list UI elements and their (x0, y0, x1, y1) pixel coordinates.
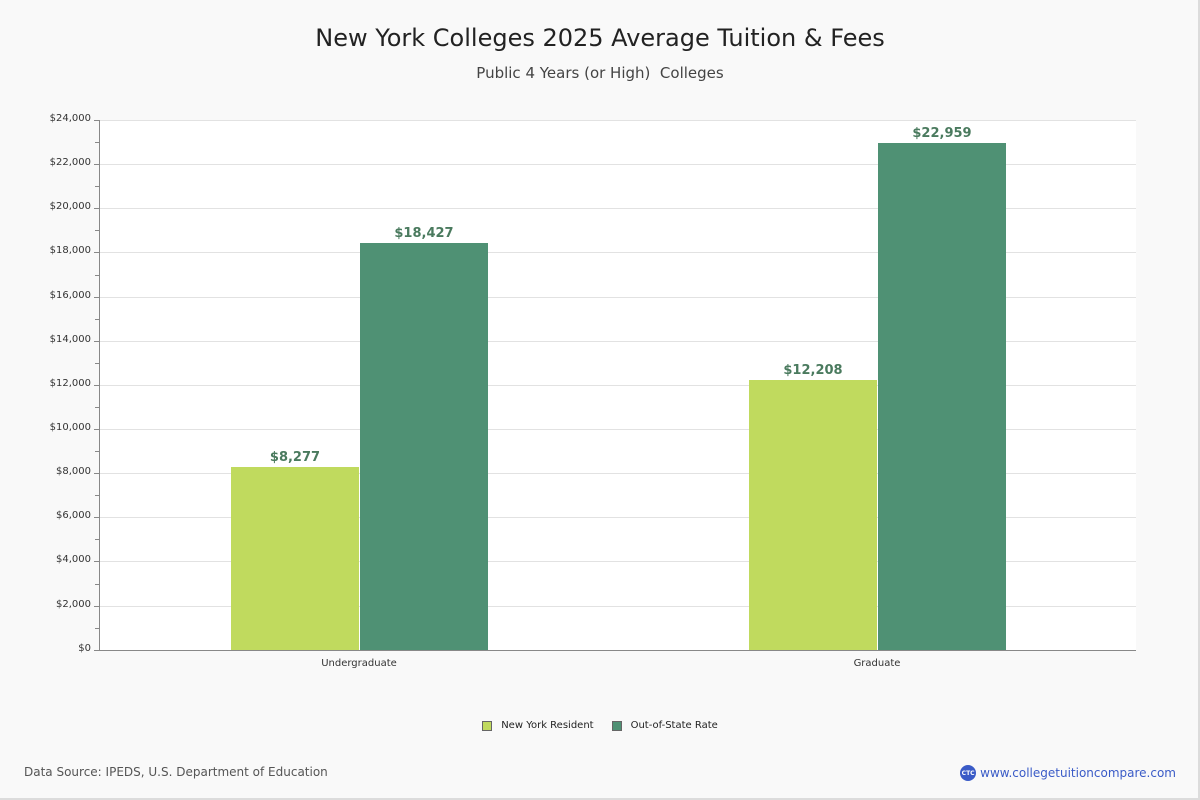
gridline (100, 164, 1136, 165)
gridline (100, 385, 1136, 386)
x-tick-label: Undergraduate (321, 658, 397, 669)
value-label: $22,959 (912, 126, 972, 141)
y-tick (94, 297, 99, 298)
y-tick (94, 341, 99, 342)
gridline (100, 208, 1136, 209)
y-tick-label: $6,000 (56, 510, 91, 521)
legend-item-out-of-state[interactable]: Out-of-State Rate (611, 720, 718, 731)
y-tick (94, 429, 99, 430)
y-tick-label: $18,000 (49, 245, 91, 256)
y-tick (94, 385, 99, 386)
chart-title: New York Colleges 2025 Average Tuition &… (315, 24, 885, 52)
gridline (100, 341, 1136, 342)
y-tick-minor (95, 275, 99, 276)
y-tick-minor (95, 186, 99, 187)
y-tick-label: $4,000 (56, 554, 91, 565)
value-label: $8,277 (269, 450, 321, 465)
legend-label: Out-of-State Rate (630, 720, 718, 731)
bar-grad-resident[interactable] (749, 380, 877, 650)
y-tick-minor (95, 407, 99, 408)
y-tick-label: $12,000 (49, 378, 91, 389)
bar-grad-out-of-state[interactable] (878, 143, 1006, 650)
x-axis (99, 650, 1136, 651)
y-tick-minor (95, 142, 99, 143)
bar-undergrad-resident[interactable] (231, 467, 359, 650)
y-tick (94, 650, 99, 651)
brand-url: www.collegetuitioncompare.com (980, 766, 1176, 780)
y-tick (94, 517, 99, 518)
gridline (100, 517, 1136, 518)
data-source: Data Source: IPEDS, U.S. Department of E… (24, 765, 328, 779)
value-label: $12,208 (783, 363, 843, 378)
y-tick-minor (95, 495, 99, 496)
y-tick-label: $24,000 (49, 113, 91, 124)
y-tick-minor (95, 319, 99, 320)
y-tick-label: $16,000 (49, 290, 91, 301)
y-tick (94, 164, 99, 165)
y-tick-minor (95, 539, 99, 540)
x-tick-label: Graduate (853, 658, 901, 669)
y-tick-label: $0 (78, 643, 91, 654)
legend: New York Resident Out-of-State Rate (0, 720, 1200, 731)
y-tick (94, 120, 99, 121)
y-tick-label: $8,000 (56, 466, 91, 477)
legend-swatch-icon (482, 720, 493, 731)
gridline (100, 473, 1136, 474)
chart-subtitle: Public 4 Years (or High) Colleges (476, 64, 724, 82)
ctc-logo-icon: CTC (960, 765, 977, 781)
gridline (100, 297, 1136, 298)
gridline (100, 429, 1136, 430)
y-axis (99, 120, 100, 651)
y-tick (94, 208, 99, 209)
y-tick (94, 473, 99, 474)
y-tick-minor (95, 230, 99, 231)
y-tick-label: $2,000 (56, 599, 91, 610)
y-tick-label: $20,000 (49, 201, 91, 212)
y-tick (94, 606, 99, 607)
value-label: $18,427 (394, 226, 454, 241)
gridline (100, 120, 1136, 121)
legend-item-resident[interactable]: New York Resident (482, 720, 594, 731)
brand-link[interactable]: CTC www.collegetuitioncompare.com (960, 765, 1176, 781)
y-tick-label: $22,000 (49, 157, 91, 168)
y-tick-minor (95, 584, 99, 585)
y-tick (94, 561, 99, 562)
legend-label: New York Resident (501, 720, 594, 731)
bar-undergrad-out-of-state[interactable] (360, 243, 488, 650)
legend-swatch-icon (611, 720, 622, 731)
y-tick-minor (95, 628, 99, 629)
y-tick-label: $14,000 (49, 334, 91, 345)
y-tick-minor (95, 363, 99, 364)
y-tick (94, 252, 99, 253)
gridline (100, 561, 1136, 562)
y-tick-minor (95, 451, 99, 452)
gridline (100, 252, 1136, 253)
y-tick-label: $10,000 (49, 422, 91, 433)
gridline (100, 606, 1136, 607)
